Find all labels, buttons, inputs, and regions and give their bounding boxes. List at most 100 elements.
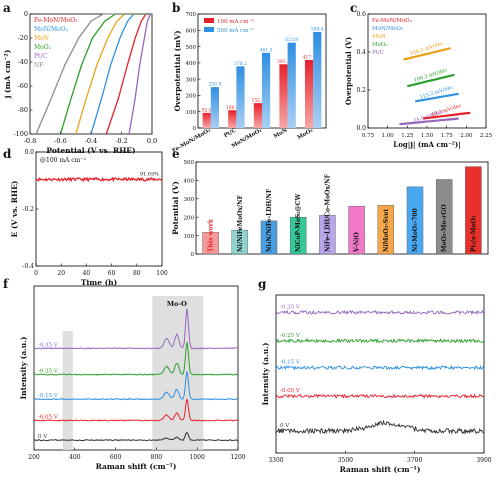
series-line [35,13,152,135]
legend-entry: MoN [372,34,386,40]
x-tick-label: 60 [108,270,116,277]
bar-value-label: 461.5 [260,47,273,53]
x-tick-label: 800 [151,454,163,461]
x-tick-label: 200 [28,454,40,461]
y-tick-label: -20 [18,34,28,42]
series-line [275,419,485,435]
bar [202,112,211,128]
x-tick-label: 3300 [268,457,283,464]
plot-frame [195,161,489,255]
panel-a: Fe-MoN/MoO₂ MoN/MoO₂ MoN MoO₂ Pt/C NF -0.8 -0.6… [3,1,157,155]
series-line [275,337,485,344]
category-label: Ni₃N/NiFe-LDH/NF [266,188,273,252]
bar [465,166,482,255]
y-tick-label: 400 [184,179,195,185]
legend-entry: Fe-MoN/MoO₂ [34,17,78,24]
series-label: -0.35 V [38,342,59,348]
y-tick-label: -40 [18,58,28,66]
y-tick-label: 700 [186,12,197,18]
x-tick-label: 0 [34,270,38,277]
x-tick-label: -0.8 [24,137,37,145]
y-tick-label: -0.4 [22,263,34,270]
category-label: NiCoP-MoS₂@CW [295,193,302,252]
bar-value-label: 589.4 [311,27,324,33]
series-label: -0.35 V [280,304,301,310]
legend-entry: MoN [34,35,49,42]
y-axis-label: Potential (V) [171,181,180,235]
y-tick-label: 0.4 [356,49,366,56]
y-tick-label: 0 [193,126,197,132]
y-axis-label: Intensity (a.u.) [19,337,28,400]
x-tick-label: -0.6 [54,137,67,145]
bar-value-label: 92.8 [202,107,212,113]
x-tick-label: 600 [110,454,122,461]
bar [260,220,278,255]
panel-letter: b [172,1,180,15]
category-label: MoO₂ [297,127,315,141]
bar [228,110,237,128]
x-tick-label: 0.75 [362,133,375,139]
category-label: V-NiO [354,232,361,253]
x-axis-label: Raman shift (cm⁻¹) [340,465,421,474]
legend-entry: MoO₂ [372,42,388,48]
bar [236,66,245,128]
series-label: 0 V [38,434,48,440]
bar-value-label: 152.8 [251,98,264,104]
x-tick-label: 0.0 [147,137,157,145]
x-tick-label: 3500 [338,457,353,464]
series-label: -0.25 V [38,369,59,375]
legend-entry: 100 mA cm⁻² [217,18,254,25]
y-tick-label: 0.0 [356,125,366,132]
y-axis-label: E (V vs. RHE) [10,181,19,238]
category-label: Ni/NiFeMoOx/NF [237,194,244,252]
panel-d: @100 mA cm⁻² 91.05% 0 20 40 60 80 100 -0.4 -0.2 0.… [3,147,168,287]
series-label: 0 V [280,423,290,429]
category-label: MoO₂-Mo-rGO [441,204,448,252]
legend-entry: Pt/C [372,50,384,56]
x-axis-label: Potential (V vs. RHE) [46,146,135,155]
legend-entry: 500 mA cm⁻² [217,27,254,34]
series-label: -0.05 V [280,388,301,394]
series-label: -0.15 V [280,360,301,366]
y-axis-label: Overpotential (V) [344,37,353,105]
panel-letter: d [3,147,12,161]
bar [202,232,219,255]
plot-frame [33,285,239,451]
panel-f: Mo-O -0.35 V -0.25 V -0.15 V -0.05 V 0 V 200 40… [3,277,246,471]
legend-entry: MoN/MoO₂ [372,26,403,32]
bar [305,60,314,128]
y-tick-label: -100 [13,130,28,138]
legend-swatch [204,27,214,32]
x-tick-label: 2.25 [480,133,493,139]
series-line [128,13,152,135]
category-label: MoN [273,128,289,141]
y-axis-label: j (mA cm⁻²) [3,50,12,100]
category-label: Pt₂/s-MoO₂ [470,215,477,252]
category-label: NiMoO₂-Svet [383,209,390,252]
bar-value-label: 523.9 [285,37,298,43]
y-tick-label: 0.0 [24,149,34,156]
y-axis-label: Intensity (a.u.) [261,343,270,406]
retention-label: 91.05% [140,171,159,177]
x-axis-label: Raman shift (cm⁻¹) [96,462,177,471]
bar [210,87,219,128]
panel-letter: a [3,1,11,15]
series-line [275,392,485,399]
category-label: Pt/C [223,127,238,139]
bar [319,215,336,255]
series-line [33,371,238,401]
series-line [399,117,459,126]
bar-value-label: 391.2 [277,59,290,65]
bar [231,229,249,255]
plot-frame [35,151,163,267]
bar [406,186,424,255]
series-line [33,308,239,350]
panel-letter: g [258,277,267,291]
series-line [75,13,152,135]
y-tick-label: 200 [184,215,195,221]
y-tick-label: 500 [184,160,195,166]
plot-frame [275,294,485,454]
y-tick-label: 100 [184,234,195,240]
